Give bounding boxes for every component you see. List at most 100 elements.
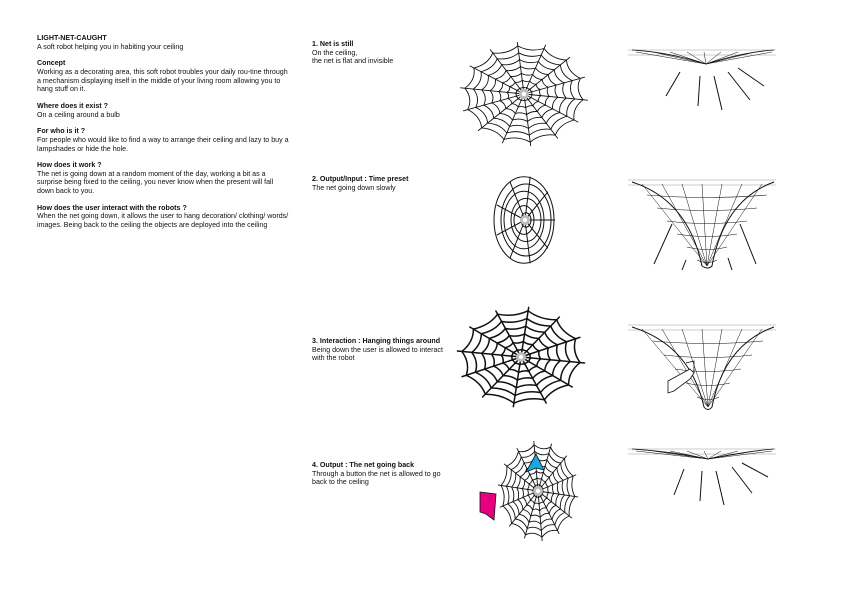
web-spoke bbox=[524, 219, 549, 249]
web-spoke bbox=[524, 490, 539, 539]
bulb-center bbox=[522, 217, 528, 223]
light-ray bbox=[727, 71, 751, 101]
net-ring bbox=[696, 396, 720, 400]
web-ring bbox=[500, 444, 576, 538]
step-3-caption: 3. Interaction : Hanging things around B… bbox=[312, 337, 472, 363]
net-thread bbox=[652, 450, 709, 460]
web-ring bbox=[500, 183, 552, 257]
web-top-view-returning bbox=[479, 440, 579, 542]
light-ray bbox=[737, 67, 765, 87]
light-ray bbox=[681, 259, 687, 271]
light-ray bbox=[731, 466, 753, 494]
step-line: back to the ceiling bbox=[312, 478, 369, 487]
project-header: LIGHT-NET-CAUGHT A soft robot helping yo… bbox=[37, 34, 292, 51]
web-ring bbox=[470, 317, 571, 397]
web-spoke bbox=[537, 455, 567, 492]
web-spoke bbox=[523, 93, 532, 147]
section-concept: Concept Working as a decorating area, th… bbox=[37, 59, 292, 93]
web-ring bbox=[511, 457, 565, 525]
net-ring bbox=[666, 220, 748, 224]
net-ring bbox=[674, 368, 742, 372]
web-ring bbox=[513, 205, 535, 235]
net-thread bbox=[661, 328, 709, 408]
web-spoke bbox=[460, 87, 525, 95]
web-ring bbox=[460, 309, 581, 405]
step-4-caption: 4. Output : The net going back Through a… bbox=[312, 461, 472, 487]
light-ray bbox=[673, 468, 685, 496]
hanging-cloth bbox=[479, 491, 497, 521]
web-spoke bbox=[524, 191, 549, 221]
step-title: 2. Output/Input : Time preset bbox=[312, 175, 409, 183]
web-ring bbox=[526, 477, 550, 505]
step-title: 4. Output : The net going back bbox=[312, 461, 415, 469]
section-text: For people who would like to find a way … bbox=[37, 135, 289, 153]
net-thread bbox=[641, 328, 709, 408]
web-spoke bbox=[523, 76, 586, 95]
web-spoke bbox=[509, 219, 526, 259]
net-thread bbox=[701, 328, 709, 408]
net-thread bbox=[706, 183, 763, 267]
section-text: Working as a decorating area, this soft … bbox=[37, 67, 288, 94]
web-ring bbox=[516, 463, 560, 519]
section-heading: Where does it exist ? bbox=[37, 101, 108, 110]
web-spoke bbox=[537, 490, 543, 542]
light-ray bbox=[741, 462, 769, 478]
web-ring bbox=[480, 325, 562, 389]
net-thread bbox=[701, 183, 708, 267]
light-ray bbox=[699, 470, 703, 502]
web-spoke bbox=[537, 490, 573, 519]
light-ray bbox=[727, 257, 733, 271]
web-ring bbox=[500, 340, 542, 374]
project-subtitle: A soft robot helping you in habiting you… bbox=[37, 42, 184, 51]
web-ring bbox=[498, 72, 550, 116]
web-ring bbox=[472, 52, 576, 136]
web-top-view-hanging bbox=[456, 306, 586, 408]
web-ring bbox=[503, 190, 545, 250]
bulb-center bbox=[521, 91, 527, 97]
net-thread bbox=[635, 51, 707, 65]
side-view-retracted bbox=[628, 448, 776, 506]
side-view-flat bbox=[628, 49, 776, 111]
web-spoke bbox=[496, 219, 526, 236]
web-spoke bbox=[520, 356, 586, 364]
web-spoke bbox=[537, 490, 560, 534]
net-thread bbox=[635, 450, 709, 460]
web-top-view-flat bbox=[460, 41, 588, 147]
net-thread bbox=[706, 183, 743, 267]
web-ring bbox=[493, 176, 555, 264]
net-ring bbox=[656, 207, 758, 211]
step-line: Through a button the net is allowed to g… bbox=[312, 469, 441, 478]
web-ring bbox=[510, 197, 542, 243]
hand-shape bbox=[667, 368, 695, 394]
section-text: When the net going down, it allows the u… bbox=[37, 212, 289, 230]
light-ray bbox=[715, 470, 725, 506]
web-spoke bbox=[523, 57, 571, 95]
web-spoke bbox=[477, 93, 525, 131]
step-line: Being down the user is allowed to intera… bbox=[312, 345, 443, 354]
section-interaction: How does the user interact with the robo… bbox=[37, 204, 292, 230]
intro-column: LIGHT-NET-CAUGHT A soft robot helping yo… bbox=[37, 34, 292, 238]
web-ring bbox=[510, 348, 532, 366]
web-spoke bbox=[503, 463, 539, 492]
net-thread bbox=[707, 450, 773, 460]
net-thread bbox=[707, 450, 739, 460]
net-thread bbox=[661, 183, 708, 267]
step-2-caption: 2. Output/Input : Time preset The net go… bbox=[312, 175, 472, 192]
web-spoke bbox=[537, 490, 579, 498]
net-thread bbox=[669, 450, 709, 460]
bulb-center bbox=[518, 354, 524, 360]
section-heading: Concept bbox=[37, 59, 66, 68]
web-spoke bbox=[523, 93, 579, 123]
web-spoke bbox=[537, 443, 552, 492]
project-title: LIGHT-NET-CAUGHT bbox=[37, 34, 107, 42]
net-thread bbox=[705, 51, 722, 65]
light-ray bbox=[739, 223, 757, 265]
net-ring bbox=[663, 354, 753, 358]
section-text: On a ceiling around a bulb bbox=[37, 110, 120, 119]
bulb-center bbox=[535, 488, 541, 494]
net-thread bbox=[705, 51, 739, 65]
net-thread bbox=[681, 183, 708, 267]
hanging-object bbox=[525, 453, 545, 473]
section-heading: How does it work ? bbox=[37, 161, 102, 170]
net-thread bbox=[686, 51, 707, 65]
